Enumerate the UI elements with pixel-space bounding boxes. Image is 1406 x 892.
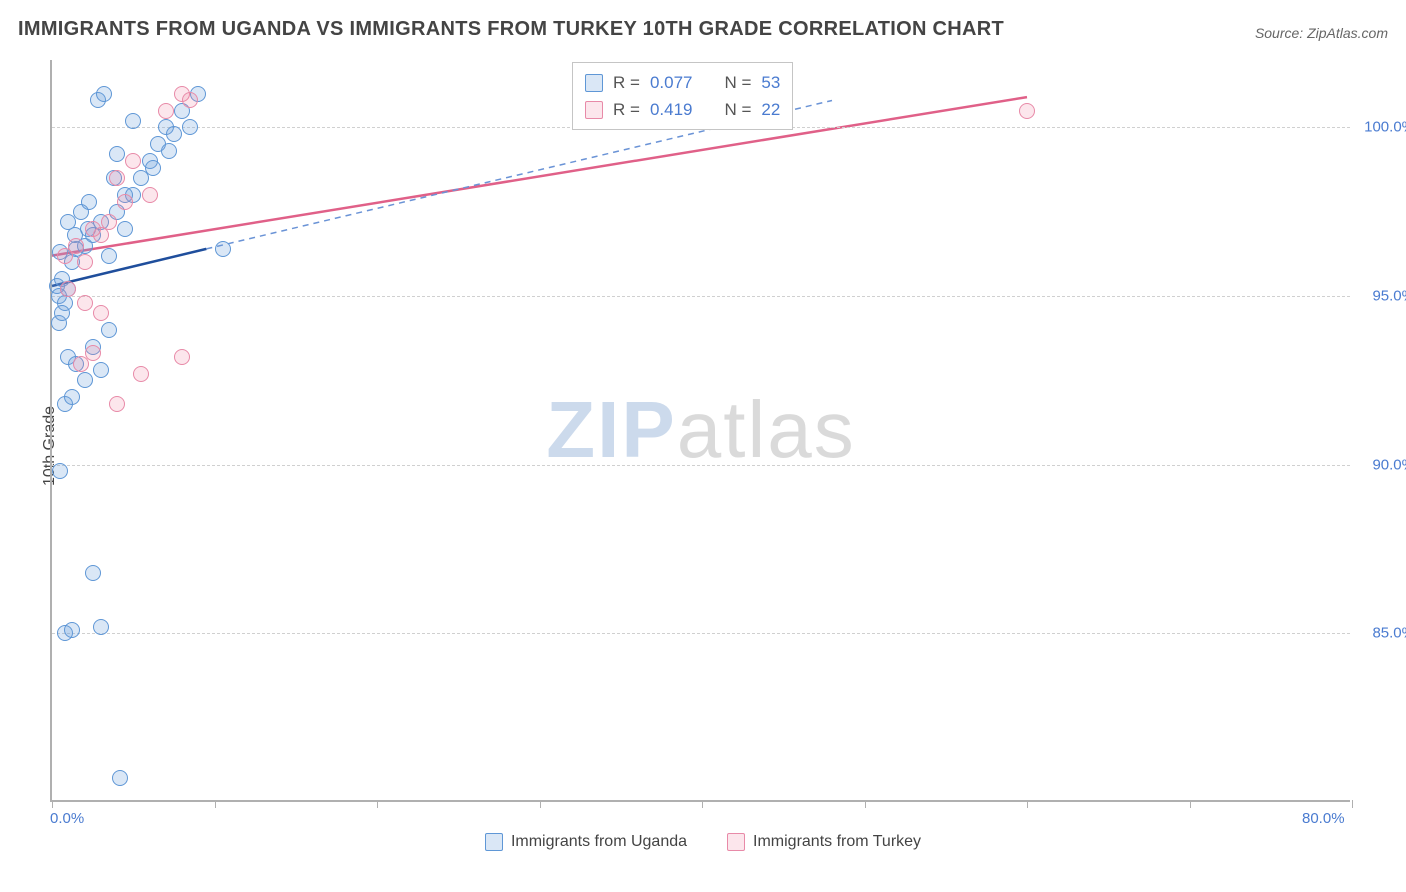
data-point — [93, 619, 109, 635]
data-point — [101, 322, 117, 338]
x-tick — [865, 800, 866, 808]
gridline — [52, 296, 1350, 297]
data-point — [77, 372, 93, 388]
r-label: R = — [613, 69, 640, 96]
data-point — [93, 305, 109, 321]
watermark: ZIPatlas — [546, 384, 855, 476]
y-tick-label: 100.0% — [1355, 119, 1406, 136]
x-tick — [1190, 800, 1191, 808]
stats-row: R = 0.419 N = 22 — [585, 96, 780, 123]
legend: Immigrants from Uganda Immigrants from Tu… — [0, 833, 1406, 851]
legend-swatch — [727, 833, 745, 851]
legend-item: Immigrants from Turkey — [727, 833, 921, 851]
legend-item: Immigrants from Uganda — [485, 833, 687, 851]
y-tick-label: 85.0% — [1355, 625, 1406, 642]
data-point — [117, 194, 133, 210]
n-value: 53 — [761, 69, 780, 96]
data-point — [125, 113, 141, 129]
data-point — [117, 221, 133, 237]
y-tick-label: 95.0% — [1355, 288, 1406, 305]
legend-label: Immigrants from Turkey — [753, 833, 921, 851]
data-point — [77, 254, 93, 270]
gridline — [52, 465, 1350, 466]
x-tick — [215, 800, 216, 808]
chart-title: IMMIGRANTS FROM UGANDA VS IMMIGRANTS FRO… — [18, 18, 1004, 41]
r-label: R = — [613, 96, 640, 123]
data-point — [96, 86, 112, 102]
data-point — [158, 103, 174, 119]
data-point — [54, 305, 70, 321]
title-bar: IMMIGRANTS FROM UGANDA VS IMMIGRANTS FRO… — [18, 18, 1388, 41]
data-point — [60, 214, 76, 230]
data-point — [109, 170, 125, 186]
data-point — [64, 389, 80, 405]
stats-box: R = 0.077 N = 53 R = 0.419 N = 22 — [572, 62, 793, 130]
data-point — [174, 349, 190, 365]
data-point — [101, 214, 117, 230]
x-tick-label: 80.0% — [1302, 810, 1345, 827]
data-point — [52, 463, 68, 479]
legend-label: Immigrants from Uganda — [511, 833, 687, 851]
data-point — [182, 119, 198, 135]
regression-lines — [52, 60, 1350, 800]
data-point — [1019, 103, 1035, 119]
r-value: 0.077 — [650, 69, 693, 96]
data-point — [145, 160, 161, 176]
data-point — [133, 366, 149, 382]
n-label: N = — [724, 69, 751, 96]
data-point — [93, 362, 109, 378]
x-tick — [702, 800, 703, 808]
scatter-plot: ZIPatlas 85.0%90.0%95.0%100.0%R =0.077N … — [50, 60, 1350, 802]
legend-swatch — [485, 833, 503, 851]
r-value: 0.419 — [650, 96, 693, 123]
data-point — [112, 770, 128, 786]
n-value: 22 — [761, 96, 780, 123]
data-point — [64, 622, 80, 638]
x-tick — [1352, 800, 1353, 808]
stats-swatch — [585, 74, 603, 92]
x-tick-label: 0.0% — [50, 810, 84, 827]
data-point — [142, 187, 158, 203]
x-tick — [52, 800, 53, 808]
stats-row: R = 0.077 N = 53 — [585, 69, 780, 96]
watermark-atlas: atlas — [677, 385, 856, 474]
x-tick — [1027, 800, 1028, 808]
gridline — [52, 633, 1350, 634]
data-point — [182, 92, 198, 108]
data-point — [101, 248, 117, 264]
data-point — [81, 194, 97, 210]
data-point — [85, 345, 101, 361]
data-point — [109, 396, 125, 412]
data-point — [60, 281, 76, 297]
data-point — [166, 126, 182, 142]
x-tick — [377, 800, 378, 808]
data-point — [125, 153, 141, 169]
data-point — [85, 565, 101, 581]
y-tick-label: 90.0% — [1355, 456, 1406, 473]
data-point — [68, 238, 84, 254]
x-tick — [540, 800, 541, 808]
data-point — [161, 143, 177, 159]
data-point — [215, 241, 231, 257]
data-point — [109, 146, 125, 162]
watermark-zip: ZIP — [546, 385, 676, 474]
source-attribution: Source: ZipAtlas.com — [1255, 25, 1388, 41]
data-point — [77, 295, 93, 311]
stats-swatch — [585, 101, 603, 119]
data-point — [93, 227, 109, 243]
n-label: N = — [724, 96, 751, 123]
